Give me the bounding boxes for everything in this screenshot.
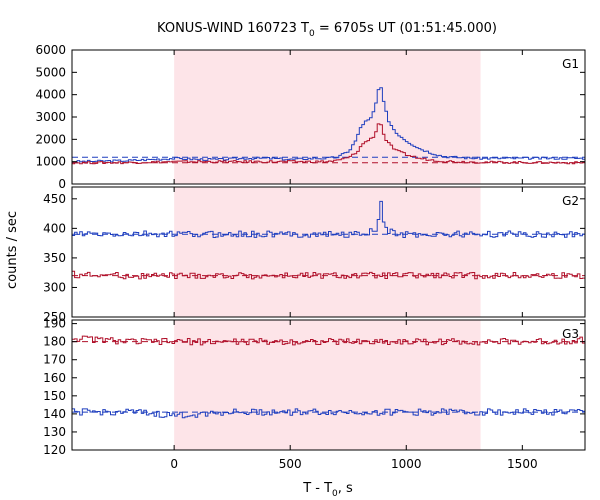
panel-frame [71,186,586,318]
x-axis-label: T - T0, s [302,481,353,499]
y-tick-label: 6000 [35,43,66,57]
y-tick-label: 4000 [35,88,66,102]
y-tick-label: 2000 [35,132,66,146]
y-tick-label: 190 [43,317,66,331]
y-tick-label: 140 [43,407,66,421]
panel-g2: 250 300 350 400 450 G2 [43,186,586,324]
y-tick-label: 450 [43,192,66,206]
panel-label: G3 [562,327,579,341]
series-line [72,200,586,238]
y-tick-label: 350 [43,251,66,265]
y-tick-label: 180 [43,335,66,349]
x-tick-label: 1000 [391,457,422,471]
y-tick-label: 130 [43,425,66,439]
y-tick-label: 300 [43,280,66,294]
y-axis-label: counts / sec [5,211,20,289]
series-line [72,123,586,165]
y-tick-label: 400 [43,221,66,235]
x-tick-label: 1500 [507,457,538,471]
y-tick-label: 250 [43,310,66,324]
panel-label: G2 [562,194,579,208]
series-line [72,87,586,163]
series-line [72,270,586,280]
shaded-interval [174,187,481,317]
series-line [72,335,586,346]
y-tick-label: 120 [43,443,66,457]
panel-g1: 0 1000 2000 3000 4000 5000 6000 G1 [35,43,586,191]
y-tick-label: 160 [43,371,66,385]
x-tick-label: 500 [279,457,302,471]
shaded-interval [174,320,481,450]
y-tick-label: 1000 [35,155,66,169]
panel-frame [71,319,586,451]
y-tick-label: 170 [43,353,66,367]
panel-label: G1 [562,57,579,71]
series-line [72,408,586,419]
shaded-interval [174,50,481,184]
y-tick-label: 5000 [35,65,66,79]
panel-g3: 120 130 140 150 160 170 180 190 G3 [43,317,586,457]
chart-title: KONUS-WIND 160723 T0 = 6705s UT (01:51:4… [157,21,497,39]
y-tick-label: 0 [58,177,66,191]
x-tick-label: 0 [170,457,178,471]
y-tick-label: 150 [43,389,66,403]
y-tick-label: 3000 [35,110,66,124]
panels-group: 0100020003000400050006000G12503003504004… [35,43,586,471]
